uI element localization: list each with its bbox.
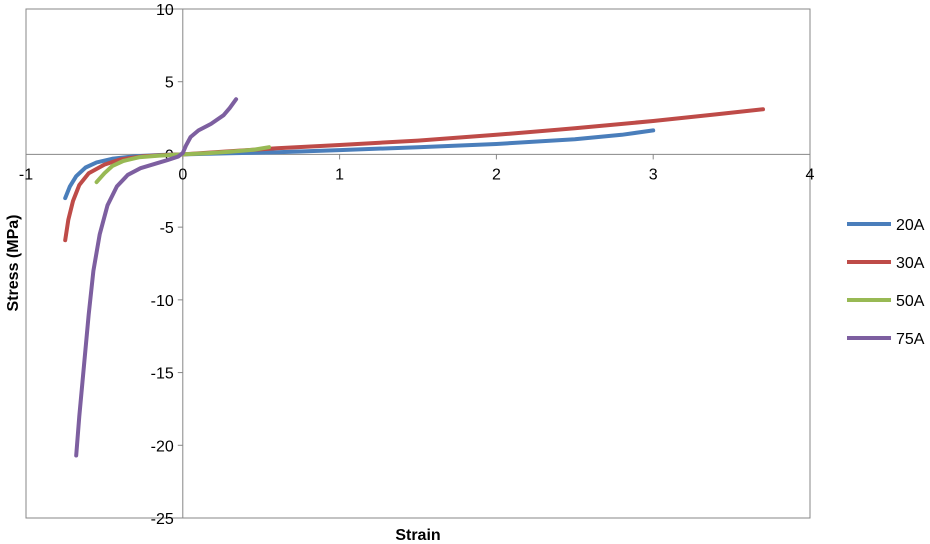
x-tick-label: 0 [178, 166, 187, 183]
x-tick-label: 2 [492, 166, 501, 183]
y-axis-title: Stress (MPa) [5, 215, 22, 312]
legend-label-50A: 50A [896, 293, 925, 310]
y-tick-label: -15 [151, 366, 174, 383]
y-tick-label: -20 [151, 438, 174, 455]
x-axis-title: Strain [395, 527, 440, 544]
x-tick-label: 1 [335, 166, 344, 183]
plot-area-frame [25, 8, 811, 519]
legend: 20A 30A 50A 75A [847, 217, 925, 348]
legend-label-20A: 20A [896, 217, 925, 234]
x-tick-labels: -1 0 1 2 3 4 [19, 154, 815, 183]
series-lines [63, 97, 765, 458]
y-tick-label: 10 [156, 2, 174, 19]
x-tick-label: 3 [649, 166, 658, 183]
y-tick-label: -25 [151, 511, 174, 528]
y-tick-label: 5 [165, 75, 174, 92]
x-tick-label: -1 [19, 166, 33, 183]
series-line-50A [94, 145, 271, 185]
legend-label-75A: 75A [896, 331, 925, 348]
y-tick-label: -10 [151, 293, 174, 310]
x-tick-label: 4 [806, 166, 815, 183]
y-tick-label: -5 [160, 220, 174, 237]
legend-label-30A: 30A [896, 255, 925, 272]
series-line-75A [74, 97, 239, 458]
